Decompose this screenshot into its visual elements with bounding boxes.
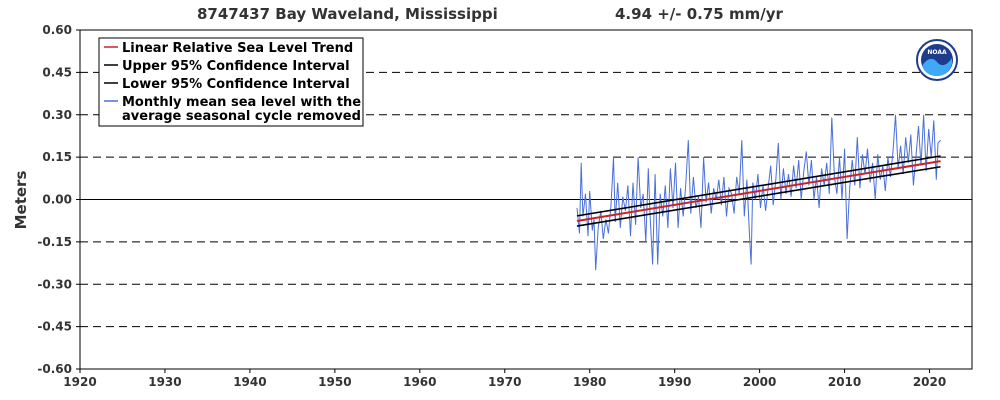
- x-tick-label: 1990: [658, 375, 691, 389]
- y-tick-label: 0.60: [42, 23, 72, 37]
- y-tick-label: 0.30: [42, 108, 72, 122]
- legend: Linear Relative Sea Level Trend Upper 95%…: [98, 37, 364, 127]
- x-tick-label: 1970: [488, 375, 521, 389]
- y-tick-label: 0.00: [42, 193, 72, 207]
- noaa-logo: NOAA: [916, 39, 958, 81]
- chart-title: 8747437 Bay Waveland, Mississippi: [197, 5, 498, 23]
- x-tick-label: 2010: [828, 375, 861, 389]
- upper-ci-line: [576, 155, 941, 217]
- x-tick-label: 1930: [148, 375, 181, 389]
- y-tick-label: 0.15: [42, 150, 72, 164]
- x-tick-label: 1980: [573, 375, 606, 389]
- x-axis-ticks: 1920 1930 1940 1950 1960 1970 1980 1990 2000 2010…: [63, 369, 946, 389]
- legend-label: average seasonal cycle removed: [122, 109, 361, 124]
- noaa-logo-lettering: NOAA: [927, 49, 947, 56]
- y-tick-label: -0.60: [37, 362, 72, 376]
- y-tick-label: 0.45: [42, 65, 72, 79]
- y-tick-label: -0.45: [37, 320, 72, 334]
- legend-label: Linear Relative Sea Level Trend: [122, 41, 353, 56]
- y-tick-label: -0.15: [37, 235, 72, 249]
- x-tick-label: 1940: [233, 375, 266, 389]
- trend-rate-text: 4.94 +/- 0.75 mm/yr: [615, 5, 783, 23]
- noaa-logo-wave: [922, 58, 952, 76]
- y-tick-label: -0.30: [37, 277, 72, 291]
- y-axis-label: Meters: [12, 171, 30, 230]
- legend-label: Monthly mean sea level with the: [122, 95, 361, 110]
- x-tick-label: 2020: [913, 375, 946, 389]
- legend-box: [98, 37, 364, 127]
- lower-ci-line: [576, 165, 941, 227]
- x-tick-label: 2000: [743, 375, 776, 389]
- x-tick-label: 1920: [63, 375, 96, 389]
- x-tick-label: 1960: [403, 375, 436, 389]
- trend-series: [576, 155, 941, 227]
- trend-line: [576, 160, 941, 222]
- legend-label: Upper 95% Confidence Interval: [122, 59, 350, 74]
- y-axis-ticks: 0.60 0.45 0.30 0.15 0.00 -0.15 -0.30 -0.45 -0.60: [37, 23, 80, 376]
- x-tick-label: 1950: [318, 375, 351, 389]
- legend-label: Lower 95% Confidence Interval: [122, 77, 350, 92]
